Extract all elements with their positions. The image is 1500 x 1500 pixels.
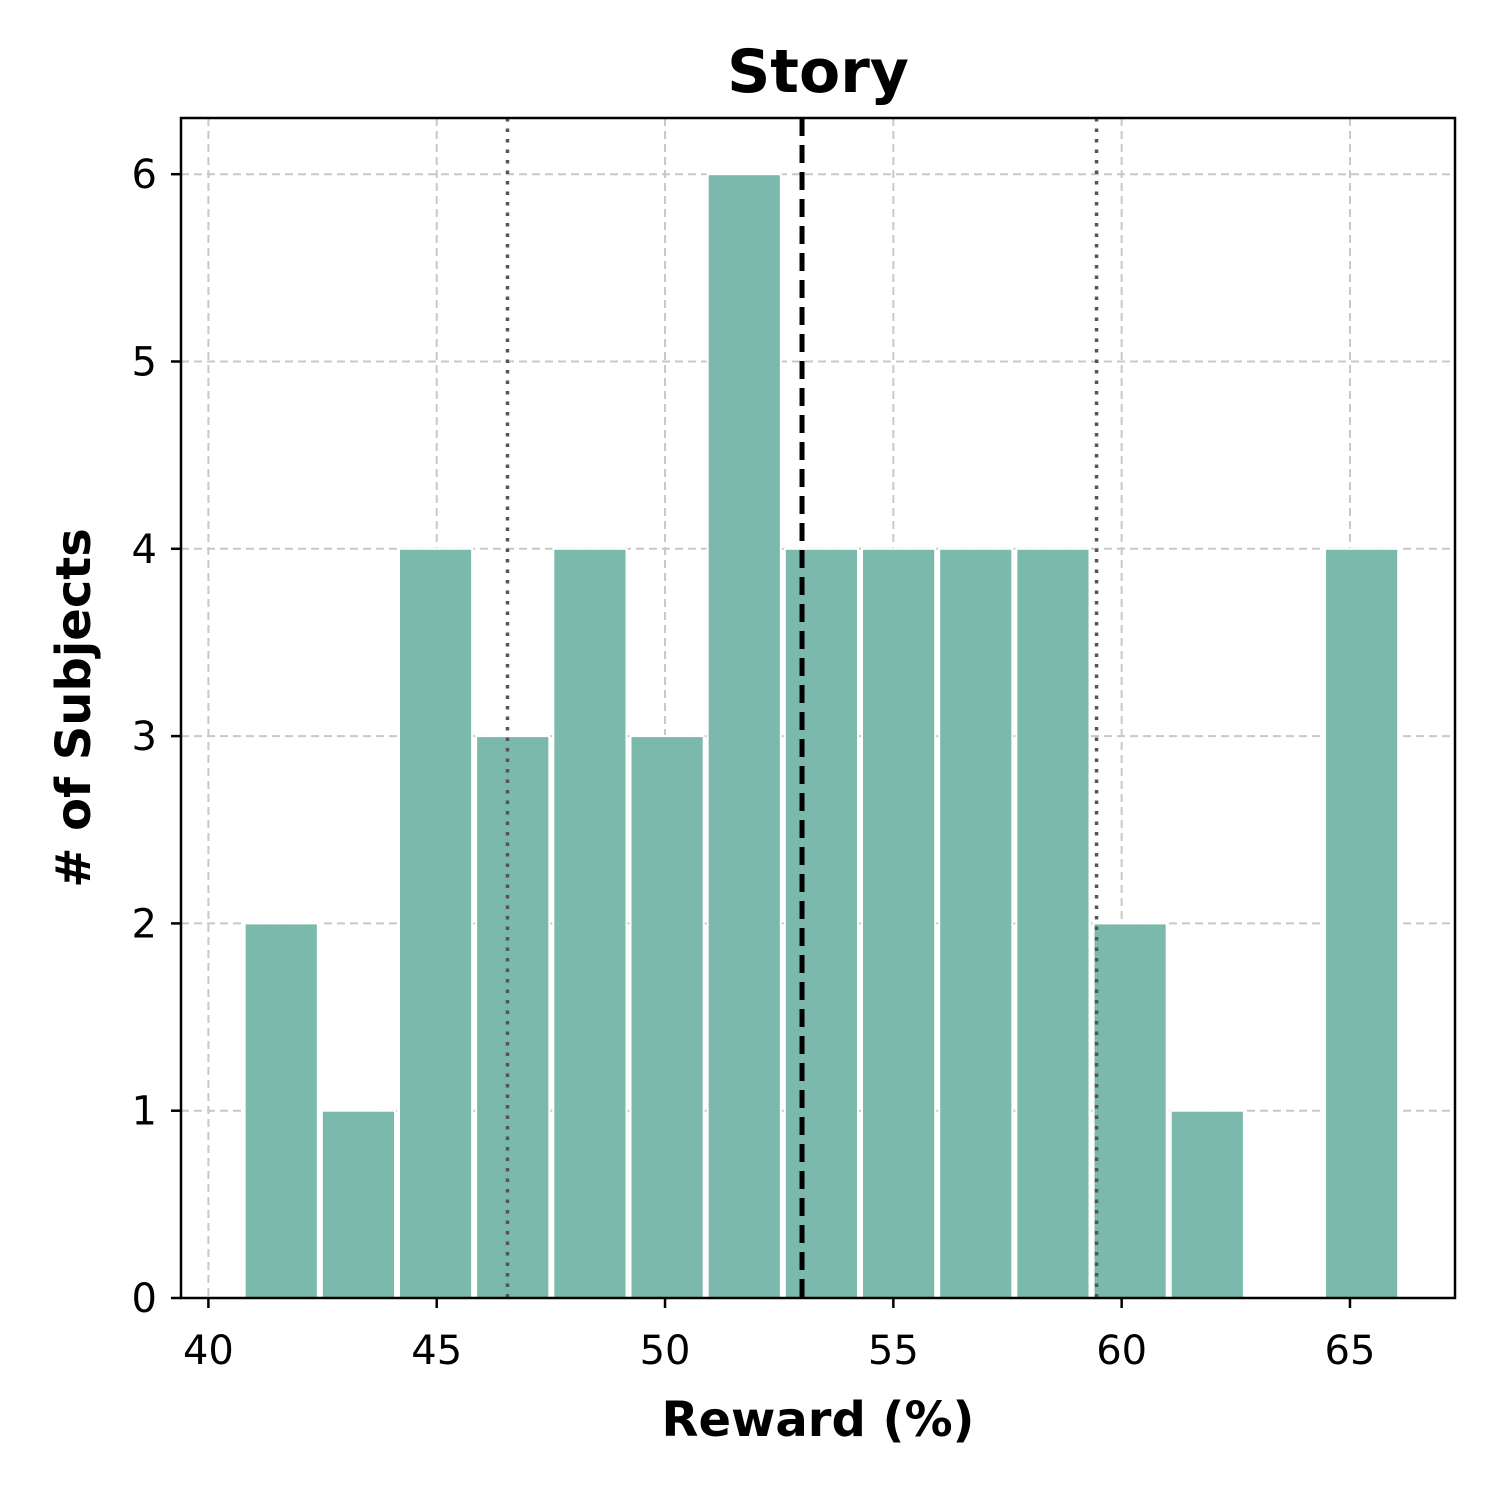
x-tick-label: 40 <box>183 1328 234 1374</box>
histogram-bar <box>243 922 319 1300</box>
y-tick-label: 2 <box>132 901 157 947</box>
histogram-bar <box>783 547 860 1299</box>
histogram-bar <box>1092 922 1168 1300</box>
x-tick-label: 60 <box>1096 1328 1147 1374</box>
histogram-bar <box>1015 547 1091 1299</box>
reference-lines <box>505 118 1099 1298</box>
y-tick-label: 0 <box>132 1276 157 1322</box>
y-tick-label: 3 <box>132 714 157 760</box>
x-tick-label: 45 <box>411 1328 462 1374</box>
histogram-bar <box>320 1109 396 1299</box>
histogram-bar <box>938 547 1014 1299</box>
histogram-bar <box>475 735 551 1299</box>
histogram-bar <box>1324 547 1400 1299</box>
histogram-bar <box>397 547 474 1299</box>
histogram-bars <box>243 173 1400 1300</box>
histogram-bar <box>861 547 937 1299</box>
x-tick-label: 50 <box>640 1328 691 1374</box>
histogram-bar <box>706 173 782 1300</box>
plot-frame <box>179 116 1457 1300</box>
histogram-bar <box>1169 1109 1245 1299</box>
y-tick-label: 4 <box>132 527 157 573</box>
y-tick-label: 5 <box>132 339 157 385</box>
y-tick-label: 6 <box>132 152 157 198</box>
x-tick-label: 55 <box>868 1328 919 1374</box>
x-tick-label: 65 <box>1325 1328 1376 1374</box>
x-axis-label: Reward (%) <box>662 1392 975 1448</box>
y-axis-label: # of Subjects <box>46 528 102 888</box>
y-tick-label: 1 <box>132 1089 157 1135</box>
chart-title: Story <box>727 37 909 107</box>
histogram-bar <box>552 547 628 1299</box>
histogram-bar <box>629 735 705 1299</box>
